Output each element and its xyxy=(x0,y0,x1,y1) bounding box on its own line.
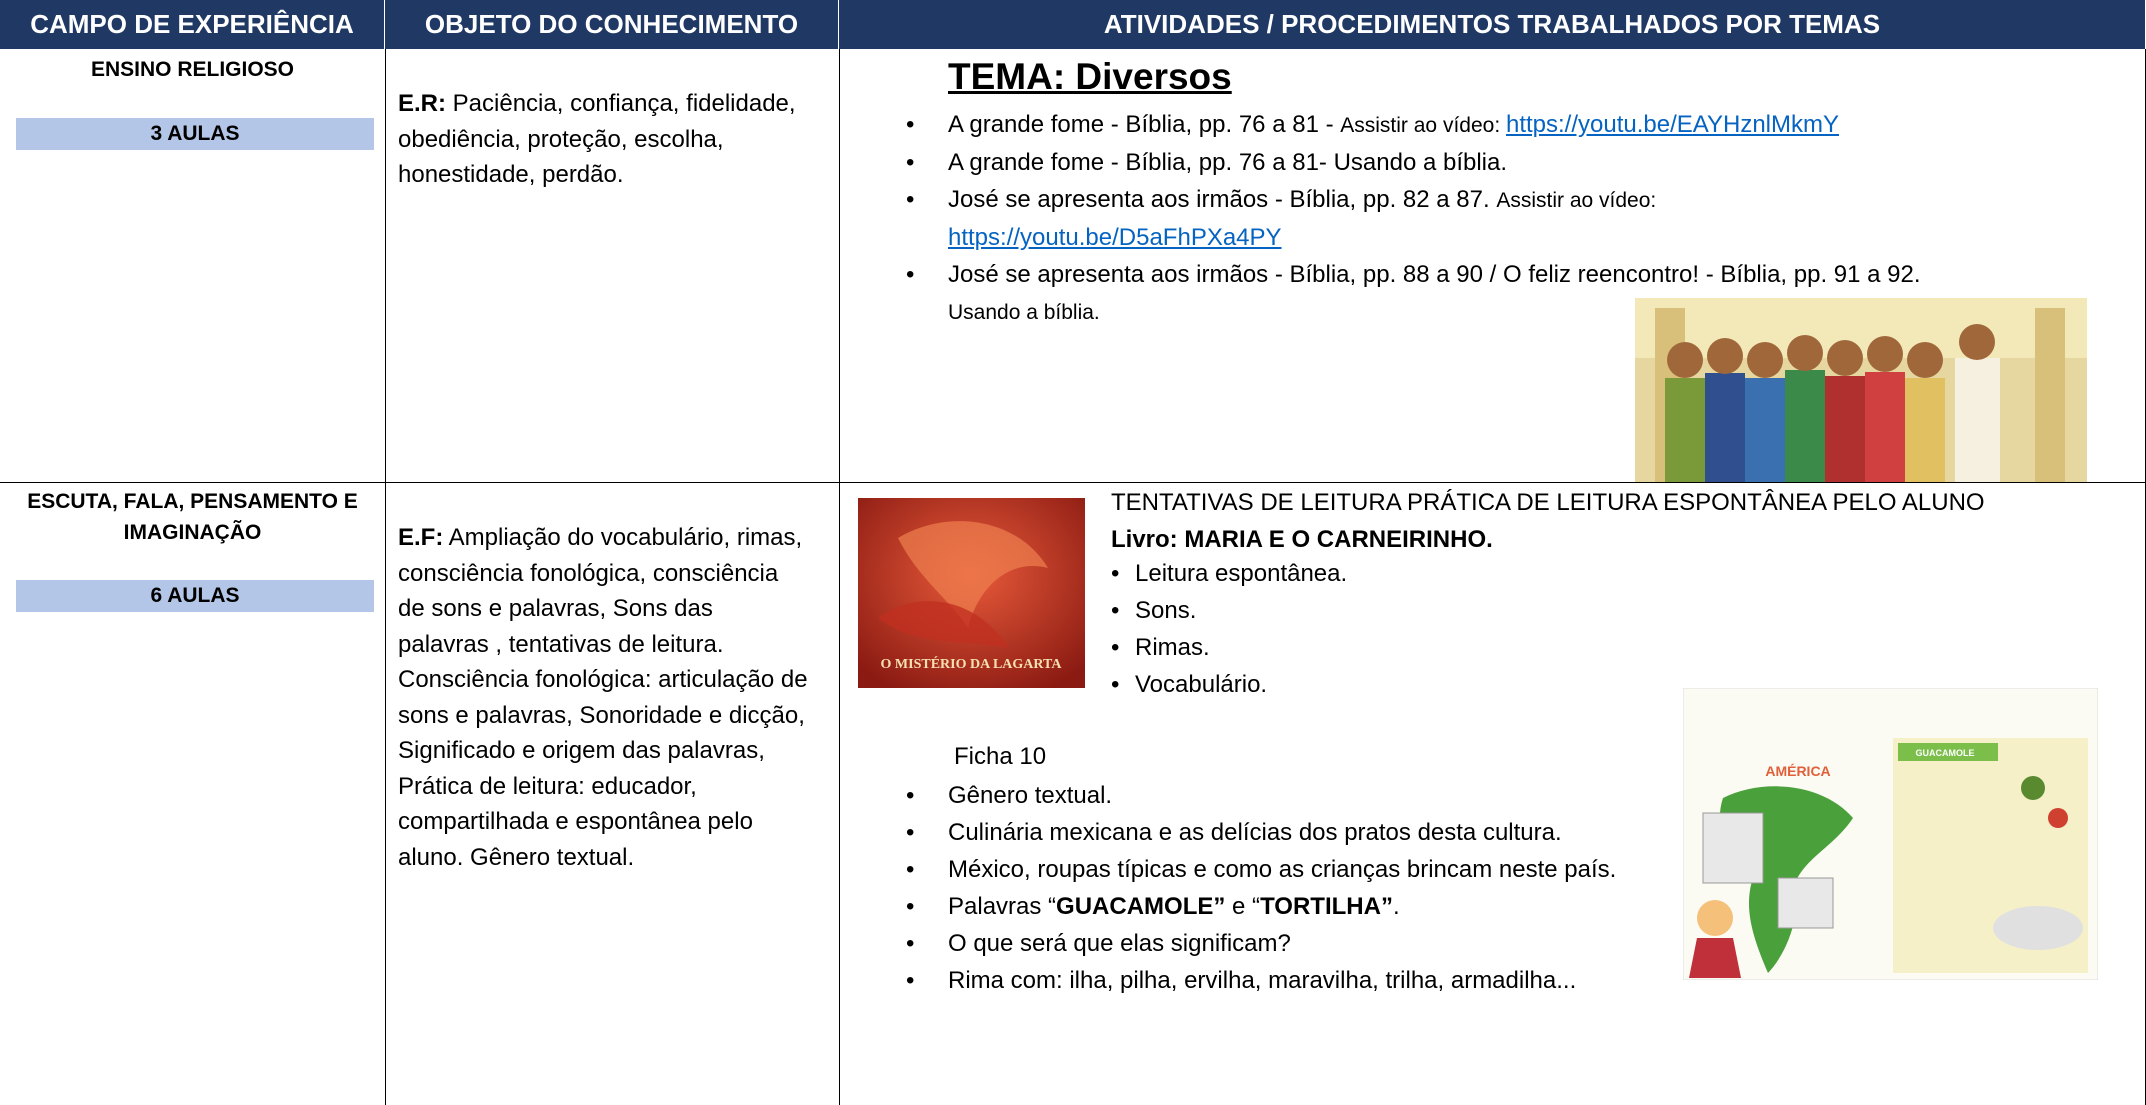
item: O que será que elas significam? xyxy=(906,925,1696,962)
item: Leitura espontânea. xyxy=(1111,555,1671,592)
book: Livro: MARIA E O CARNEIRINHO. xyxy=(1111,526,1493,553)
item: José se apresenta aos irmãos - Bíblia, p… xyxy=(906,181,2126,256)
aulas: 3 AULAS xyxy=(16,118,374,150)
label: E.R: xyxy=(398,90,446,117)
ficha: Ficha 10 xyxy=(954,743,1047,770)
text: Assistir ao vídeo: xyxy=(1496,189,1657,212)
text: . xyxy=(1392,893,1400,920)
item: José se apresenta aos irmãos - Bíblia, p… xyxy=(906,256,2126,331)
divider xyxy=(0,482,2146,483)
item: Culinária mexicana e as delícias dos pra… xyxy=(906,814,1696,851)
text: Ampliação do vocabulário, rimas, consciê… xyxy=(398,524,808,871)
text: Usando a bíblia. xyxy=(948,301,1100,324)
link[interactable]: https://youtu.be/EAYHznlMkmY xyxy=(1505,111,1840,138)
worksheet: AMÉRICA GUACAMOLE xyxy=(1683,688,2098,980)
text: A grande fome - Bíblia, pp. 76 a 81- Usa… xyxy=(948,149,1508,176)
divider xyxy=(839,49,840,1105)
bible-illustration xyxy=(1635,298,2087,482)
worksheet-label: GUACAMOLE xyxy=(1916,748,1975,758)
list: Leitura espontânea. Sons. Rimas. Vocabul… xyxy=(1111,555,1671,703)
campo: ESCUTA, FALA, PENSAMENTO E IMAGINAÇÃO xyxy=(27,490,358,544)
link[interactable]: https://youtu.be/D5aFhPXa4PY xyxy=(948,224,1282,251)
item: Vocabulário. xyxy=(1111,666,1671,703)
item: México, roupas típicas e como as criança… xyxy=(906,851,1696,888)
text: José se apresenta aos irmãos - Bíblia, p… xyxy=(948,186,1497,213)
text: e “ xyxy=(1225,893,1261,920)
text: Palavras “ xyxy=(948,893,1057,920)
campo: ENSINO RELIGIOSO xyxy=(90,58,295,81)
book-cover: O MISTÉRIO DA LAGARTA xyxy=(858,498,1085,688)
worksheet-title: AMÉRICA xyxy=(1765,763,1830,779)
item: Palavras “GUACAMOLE” e “TORTILHA”. xyxy=(906,888,1696,925)
text: Paciência, confiança, fidelidade, obediê… xyxy=(398,90,796,188)
label: E.F: xyxy=(398,524,444,551)
tema: TEMA: Diversos xyxy=(948,56,1232,97)
text: A grande fome - Bíblia, pp. 76 a 81 - xyxy=(948,111,1341,138)
heading: TENTATIVAS DE LEITURA PRÁTICA DE LEITURA… xyxy=(1111,489,1985,516)
list: A grande fome - Bíblia, pp. 76 a 81 - As… xyxy=(906,106,2126,331)
item: Gênero textual. xyxy=(906,777,1696,814)
header-cell: OBJETO DO CONHECIMENTO xyxy=(385,0,839,49)
text: Assistir ao vídeo: xyxy=(1340,114,1506,137)
item: A grande fome - Bíblia, pp. 76 a 81 - As… xyxy=(906,106,2126,144)
divider xyxy=(385,49,386,1105)
text: TORTILHA” xyxy=(1260,893,1393,920)
list: Gênero textual. Culinária mexicana e as … xyxy=(906,777,1696,999)
item: Sons. xyxy=(1111,592,1671,629)
text: GUACAMOLE” xyxy=(1056,893,1226,920)
aulas: 6 AULAS xyxy=(16,580,374,612)
cover-title: O MISTÉRIO DA LAGARTA xyxy=(881,655,1063,672)
objeto: E.R: Paciência, confiança, fidelidade, o… xyxy=(398,86,808,193)
objeto: E.F: Ampliação do vocabulário, rimas, co… xyxy=(398,520,808,875)
header-cell: CAMPO DE EXPERIÊNCIA xyxy=(0,0,385,49)
text: José se apresenta aos irmãos - Bíblia, p… xyxy=(948,261,1921,288)
item: Rima com: ilha, pilha, ervilha, maravilh… xyxy=(906,962,1696,999)
item: A grande fome - Bíblia, pp. 76 a 81- Usa… xyxy=(906,144,2126,181)
header-cell: ATIVIDADES / PROCEDIMENTOS TRABALHADOS P… xyxy=(839,0,2146,49)
item: Rimas. xyxy=(1111,629,1671,666)
